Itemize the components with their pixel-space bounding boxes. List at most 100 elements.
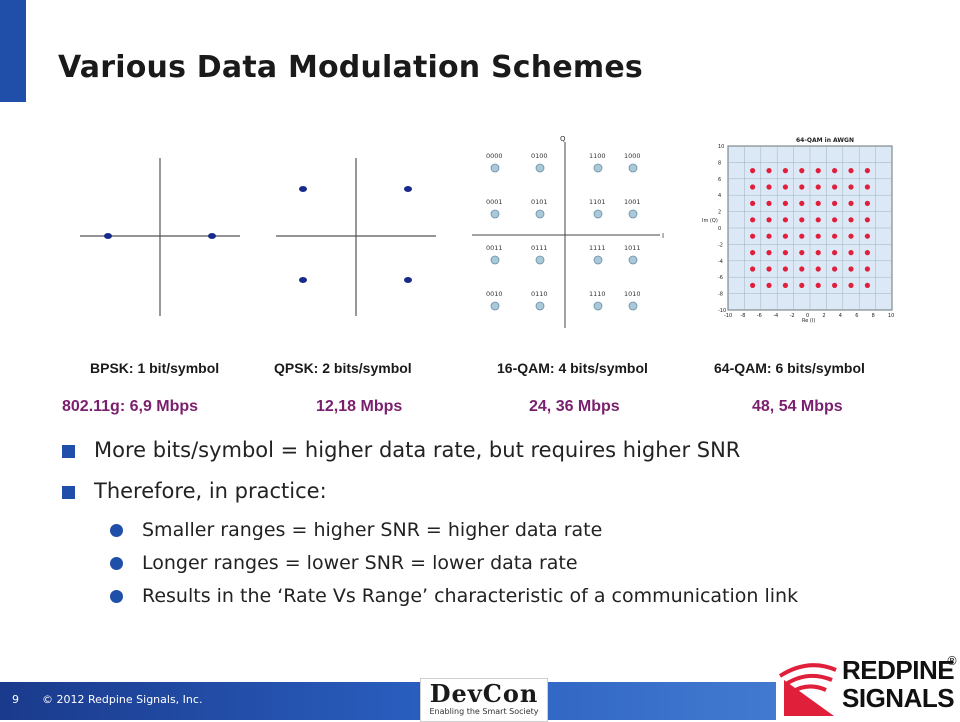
bpsk-constellation — [80, 158, 240, 316]
qam64-point — [799, 266, 805, 272]
qam16-point — [490, 255, 500, 265]
qam64-point — [815, 200, 821, 206]
qam64-point — [864, 233, 870, 239]
qam64-point — [864, 266, 870, 272]
qam64-point — [750, 282, 756, 288]
qam64-point — [832, 233, 838, 239]
redpine-logo: REDPINE SIGNALS ® — [776, 650, 960, 720]
caption-qpsk: QPSK: 2 bits/symbol — [274, 360, 412, 376]
qam64-point — [766, 217, 772, 223]
qam16-point — [490, 301, 500, 311]
registered-mark: ® — [946, 654, 958, 668]
qam16-point — [593, 301, 603, 311]
qam64-x-tick: 6 — [855, 313, 858, 319]
qam16-symbol-label: 1001 — [624, 198, 641, 206]
qam64-point — [848, 250, 854, 256]
bullet-item: Therefore, in practice: — [62, 477, 902, 505]
qam64-point — [815, 266, 821, 272]
qpsk-point — [404, 186, 412, 192]
qam64-point — [782, 282, 788, 288]
qam64-point — [864, 200, 870, 206]
qam64-x-label: Re (I) — [802, 318, 815, 324]
qam64-point — [815, 168, 821, 174]
qam16-point — [628, 255, 638, 265]
qam64-x-tick: -10 — [724, 313, 732, 319]
qam64-y-tick: -2 — [718, 242, 723, 248]
qam16-symbol-label: 1100 — [589, 152, 606, 160]
qam16-point — [628, 301, 638, 311]
redpine-wordmark: REDPINE SIGNALS — [842, 655, 955, 713]
qam64-point — [799, 200, 805, 206]
qam16-symbol-label: 0111 — [531, 244, 548, 252]
qam16-symbol-label: 1010 — [624, 290, 641, 298]
sub-bullet-item: Results in the ‘Rate Vs Range’ character… — [110, 584, 902, 608]
qam64-point — [848, 184, 854, 190]
qam64-point — [782, 250, 788, 256]
qam64-point — [766, 250, 772, 256]
devcon-wordmark: DevCon — [429, 679, 539, 708]
redpine-signal-icon — [778, 663, 837, 716]
qam64-point — [832, 168, 838, 174]
qam16-symbol-label: 1011 — [624, 244, 641, 252]
qam64-point — [766, 282, 772, 288]
qam64-point — [782, 200, 788, 206]
qam64-point — [815, 217, 821, 223]
bullet-item: More bits/symbol = higher data rate, but… — [62, 436, 902, 464]
qam16-point — [628, 163, 638, 173]
qam64-x-tick: -2 — [790, 313, 795, 319]
qam64-point — [864, 282, 870, 288]
qpsk-constellation — [276, 158, 436, 316]
qam16-symbol-label: 0010 — [486, 290, 503, 298]
rate-qpsk: 12,18 Mbps — [316, 398, 403, 415]
qam16-i-axis-label: I — [662, 232, 664, 240]
qam64-x-tick: 8 — [872, 313, 875, 319]
qam16-symbol-label: 0110 — [531, 290, 548, 298]
qam64-point — [799, 282, 805, 288]
qam64-y-tick: 8 — [718, 160, 721, 166]
caption-bpsk: BPSK: 1 bit/symbol — [90, 360, 220, 376]
qam64-point — [832, 200, 838, 206]
qam64-y-tick: -4 — [718, 259, 723, 265]
qam64-chart-title: 64-QAM in AWGN — [796, 137, 854, 144]
qam16-symbol-label: 0100 — [531, 152, 548, 160]
caption-16qam: 16-QAM: 4 bits/symbol — [497, 360, 648, 376]
qam64-point — [799, 168, 805, 174]
qam16-symbol-label: 1000 — [624, 152, 641, 160]
bullet-list: More bits/symbol = higher data rate, but… — [62, 436, 902, 617]
qam16-point — [535, 209, 545, 219]
qam64-point — [750, 217, 756, 223]
title-accent-bar — [0, 0, 26, 102]
qam64-point — [750, 250, 756, 256]
qam64-point — [848, 266, 854, 272]
qam64-point — [832, 217, 838, 223]
qam64-point — [750, 168, 756, 174]
qam64-point — [750, 266, 756, 272]
qam64-point — [782, 233, 788, 239]
qam64-point — [864, 217, 870, 223]
qam64-point — [766, 266, 772, 272]
slide-number: 9 — [12, 693, 19, 706]
qam64-point — [864, 250, 870, 256]
qam64-y-tick: 10 — [718, 144, 724, 150]
rate-64qam: 48, 54 Mbps — [752, 398, 843, 415]
qam64-point — [864, 184, 870, 190]
qam16-point — [535, 255, 545, 265]
devcon-logo: DevCon Enabling the Smart Society — [420, 678, 548, 722]
qam16-q-axis-label: Q — [560, 135, 566, 143]
qam64-point — [799, 250, 805, 256]
qam64-y-tick: -6 — [718, 275, 723, 281]
qam64-point — [750, 184, 756, 190]
qam64-point — [782, 217, 788, 223]
qam64-point — [766, 200, 772, 206]
qam16-symbol-label: 0011 — [486, 244, 503, 252]
qam16-point — [628, 209, 638, 219]
qam16-point — [535, 163, 545, 173]
qam64-point — [799, 184, 805, 190]
qam64-y-tick: 4 — [718, 193, 721, 199]
caption-64qam: 64-QAM: 6 bits/symbol — [714, 360, 865, 376]
qam64-point — [815, 233, 821, 239]
qam64-point — [766, 184, 772, 190]
qam16-point — [593, 163, 603, 173]
qam16-symbol-label: 0001 — [486, 198, 503, 206]
qam16-symbol-label: 1101 — [589, 198, 606, 206]
